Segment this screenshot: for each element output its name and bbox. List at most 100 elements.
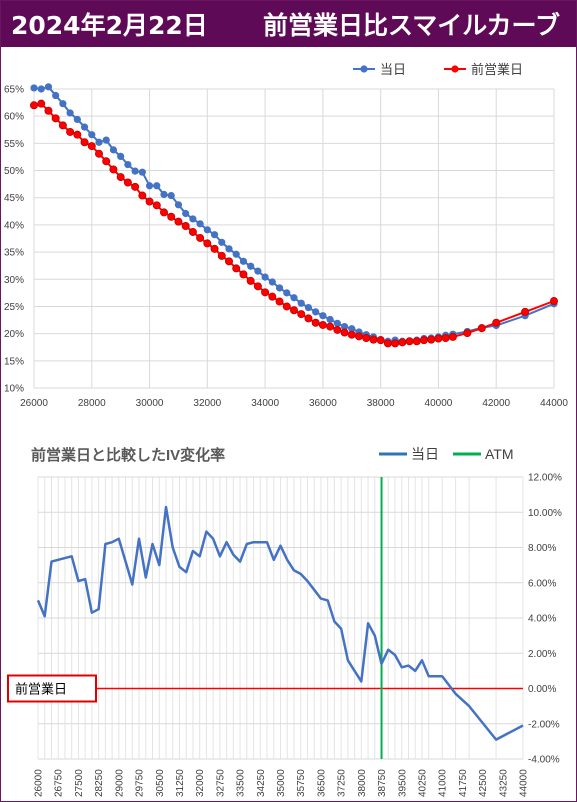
x-tick-label: 29000 — [114, 769, 125, 797]
y-tick-label: 45% — [4, 193, 24, 204]
y-tick-label: 65% — [4, 85, 24, 96]
data-point-prev-day — [412, 337, 421, 346]
data-point-prev-day — [73, 130, 82, 139]
data-point-today — [30, 84, 38, 92]
y-tick-label: 2.00% — [528, 649, 556, 660]
y-tick-label: 10.00% — [528, 508, 562, 519]
y-tick-label: 20% — [4, 329, 24, 340]
data-point-today — [44, 83, 53, 91]
data-point-today — [160, 190, 168, 199]
x-tick-label: 32000 — [195, 769, 206, 797]
data-point-today — [261, 273, 269, 281]
data-point-prev-day — [145, 197, 154, 206]
legend-label-today: 当日 — [411, 446, 439, 462]
data-point-prev-day — [391, 339, 400, 348]
legend-label-atm: ATM — [485, 446, 514, 462]
smile-curve-chart: 10% 15% 20% 25% 30% 35% 40% 45% 50% 55% 60% 65% 2600… — [4, 62, 568, 409]
data-point-prev-day — [95, 149, 104, 158]
series-line-today — [33, 85, 555, 343]
x-tick-label: 36500 — [316, 769, 327, 797]
x-tick-label: 32000 — [193, 398, 221, 409]
data-point-prev-day — [87, 142, 96, 151]
data-point-prev-day — [398, 338, 407, 347]
data-point-prev-day — [44, 106, 53, 115]
data-point-today — [124, 160, 132, 169]
y-tick-label: -2.00% — [528, 719, 560, 730]
x-tick-label: 42500 — [478, 769, 489, 797]
x-tick-label: 26000 — [20, 398, 48, 409]
chart-title: 前営業日と比較したIV変化率 — [31, 446, 225, 464]
data-point-today — [297, 299, 305, 307]
x-tick-label: 27500 — [74, 769, 85, 797]
x-tick-label: 38000 — [367, 398, 395, 409]
data-point-today — [59, 100, 67, 108]
data-point-prev-day — [196, 233, 205, 242]
data-point-prev-day — [217, 251, 226, 260]
data-point-prev-day — [333, 325, 342, 334]
data-point-prev-day — [448, 332, 457, 341]
x-tick-label: 41750 — [458, 769, 469, 797]
y-tick-label: 25% — [4, 302, 24, 313]
data-point-prev-day — [123, 178, 132, 187]
data-point-prev-day — [109, 165, 118, 174]
data-point-prev-day — [232, 264, 241, 273]
data-point-prev-day — [152, 201, 161, 210]
x-tick-label: 39500 — [397, 769, 408, 797]
x-tick-label: 34000 — [251, 398, 279, 409]
data-point-today — [225, 245, 233, 253]
data-point-today — [254, 267, 262, 275]
data-point-today — [131, 167, 139, 175]
page-title: 前営業日比スマイルカーブ — [263, 11, 561, 40]
data-point-prev-day — [463, 329, 472, 338]
data-point-today — [268, 278, 276, 286]
x-tick-label: 44000 — [540, 398, 568, 409]
data-point-today — [167, 191, 175, 200]
y-tick-label: 8.00% — [528, 543, 556, 554]
data-point-today — [232, 250, 240, 258]
x-tick-label: 44000 — [519, 769, 530, 797]
data-point-prev-day — [210, 244, 219, 253]
data-point-prev-day — [318, 320, 327, 329]
data-point-today — [95, 138, 103, 146]
x-tick-label: 28250 — [94, 769, 105, 797]
x-tick-label: 36000 — [309, 398, 337, 409]
data-point-today — [218, 238, 226, 246]
y-tick-label: 0.00% — [528, 684, 556, 695]
data-point-prev-day — [477, 324, 486, 333]
x-tick-label: 26000 — [34, 769, 45, 797]
legend-label: 前営業日 — [471, 62, 523, 77]
data-point-today — [73, 115, 81, 124]
data-point-prev-day — [354, 332, 363, 341]
iv-change-chart: 前営業日と比較したIV変化率 -4.00% -2.00% 0.00% 2.00% 4.00… — [7, 446, 562, 797]
data-point-prev-day — [246, 276, 255, 285]
y-tick-label: 30% — [4, 275, 24, 286]
data-point-prev-day — [116, 173, 125, 182]
y-tick-label: 4.00% — [528, 614, 556, 625]
data-point-prev-day — [550, 297, 559, 306]
title-banner: 2024年2月22日 前営業日比スマイルカーブ — [1, 1, 576, 47]
x-tick-label: 37250 — [337, 769, 348, 797]
data-point-today — [182, 209, 190, 218]
data-point-today — [319, 312, 327, 320]
data-point-today — [239, 257, 248, 265]
x-tick-label: 40000 — [425, 398, 453, 409]
data-point-today — [117, 152, 125, 161]
data-point-prev-day — [167, 212, 176, 221]
legend-marker — [360, 65, 368, 73]
series-line-today — [36, 505, 524, 741]
data-point-prev-day — [159, 208, 168, 217]
x-tick-label: 32750 — [215, 769, 226, 797]
y-tick-label: 15% — [4, 356, 24, 367]
data-point-today — [326, 315, 334, 324]
data-point-prev-day — [311, 318, 320, 327]
x-tick-label: 35000 — [276, 769, 287, 797]
x-tick-label: 42000 — [482, 398, 510, 409]
data-point-prev-day — [131, 182, 140, 191]
data-point-prev-day — [427, 335, 436, 344]
x-tick-label: 38750 — [377, 769, 388, 797]
data-point-prev-day — [304, 314, 313, 323]
data-point-prev-day — [369, 335, 378, 344]
x-tick-label: 28000 — [78, 398, 106, 409]
data-point-prev-day — [253, 282, 262, 291]
